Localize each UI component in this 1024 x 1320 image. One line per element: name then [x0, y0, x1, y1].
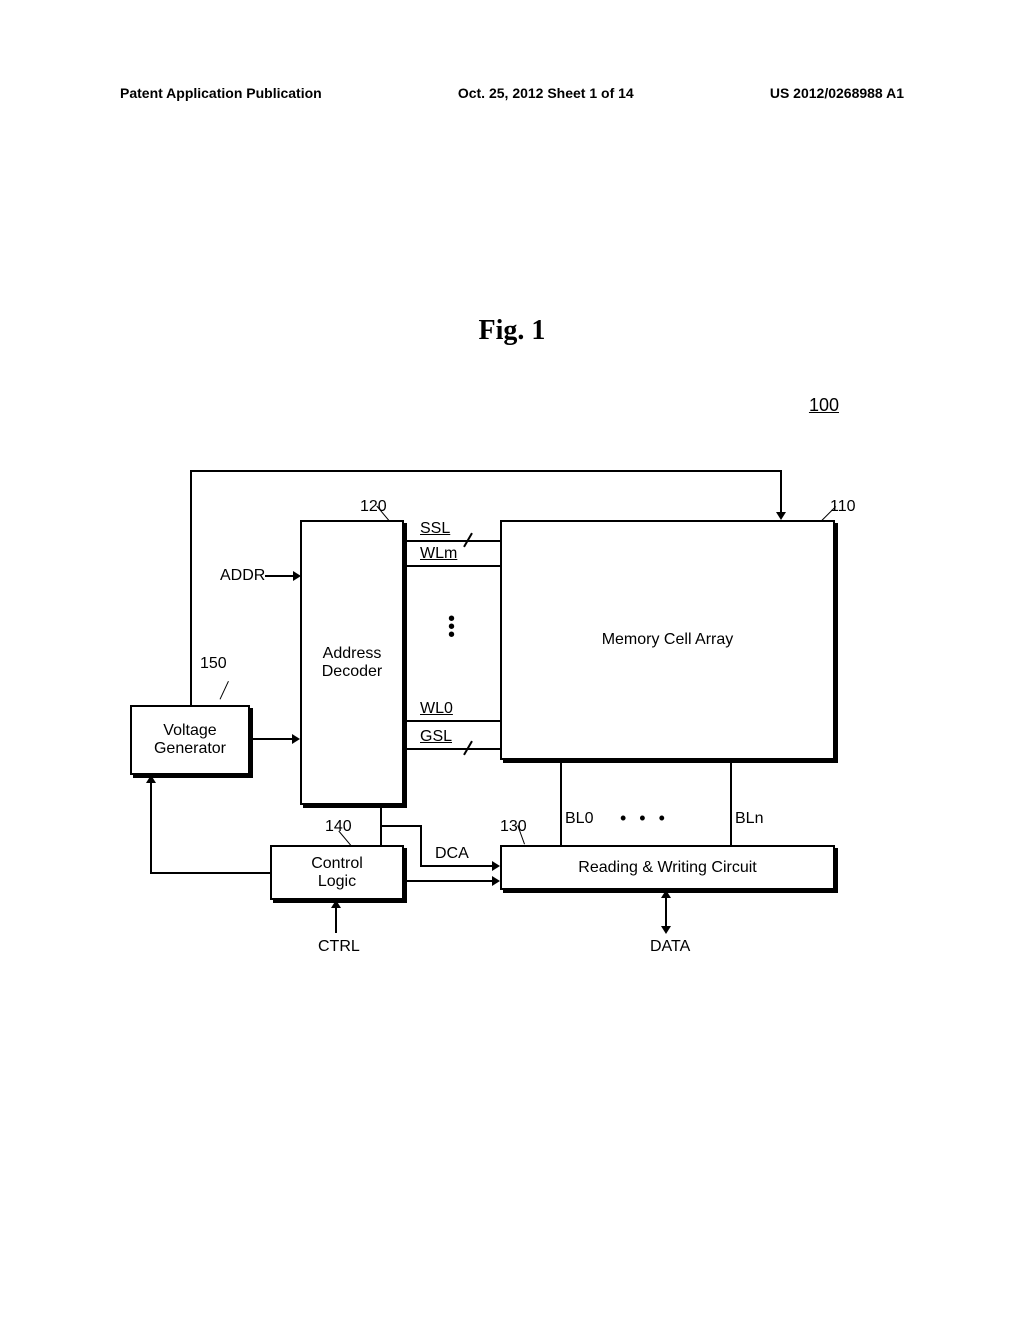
- memory-cell-array-label: Memory Cell Array: [602, 631, 734, 649]
- ssl-label: SSL: [420, 520, 450, 538]
- voltage-generator-box: Voltage Generator: [130, 705, 250, 775]
- ref-140: 140: [325, 818, 352, 836]
- address-decoder-label: Address Decoder: [322, 645, 382, 681]
- voltage-generator-label: Voltage Generator: [154, 722, 226, 758]
- header-center: Oct. 25, 2012 Sheet 1 of 14: [458, 85, 634, 101]
- bln-label: BLn: [735, 810, 763, 828]
- ref-130: 130: [500, 818, 527, 836]
- wordline-dots: •••: [448, 615, 455, 639]
- reading-writing-box: Reading & Writing Circuit: [500, 845, 835, 890]
- reading-writing-label: Reading & Writing Circuit: [578, 859, 756, 877]
- dca-label: DCA: [435, 845, 469, 863]
- page-header: Patent Application Publication Oct. 25, …: [0, 85, 1024, 101]
- wlm-label: WLm: [420, 545, 457, 563]
- block-diagram: Memory Cell Array 110 Address Decoder 12…: [130, 460, 870, 960]
- address-decoder-box: Address Decoder: [300, 520, 404, 805]
- gsl-label: GSL: [420, 728, 452, 746]
- memory-cell-array-box: Memory Cell Array: [500, 520, 835, 760]
- ctrl-label: CTRL: [318, 938, 360, 956]
- bitline-dots: • • •: [620, 808, 669, 829]
- ref-150: 150: [200, 655, 227, 673]
- header-right: US 2012/0268988 A1: [770, 85, 904, 101]
- data-label: DATA: [650, 938, 690, 956]
- addr-label: ADDR: [220, 567, 265, 585]
- header-left: Patent Application Publication: [120, 85, 322, 101]
- ref-main: 100: [809, 395, 839, 416]
- control-logic-label: Control Logic: [311, 855, 363, 891]
- control-logic-box: Control Logic: [270, 845, 404, 900]
- wl0-label: WL0: [420, 700, 453, 718]
- figure-title: Fig. 1: [0, 315, 1024, 347]
- bl0-label: BL0: [565, 810, 593, 828]
